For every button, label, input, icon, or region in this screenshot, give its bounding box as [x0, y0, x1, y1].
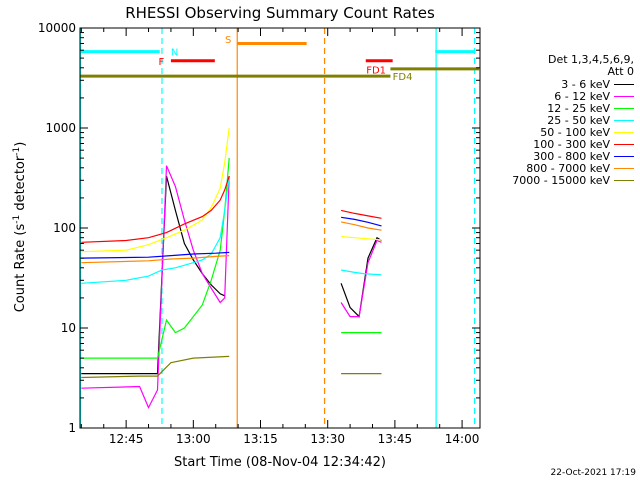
series-line: [81, 127, 230, 253]
legend-label: 800 - 7000 keV: [526, 161, 610, 175]
legend-swatch: [614, 107, 634, 109]
legend-item: 6 - 12 keV: [478, 89, 638, 103]
series-line: [341, 216, 382, 227]
legend-swatch: [614, 143, 634, 145]
series-line: [340, 209, 382, 219]
legend-item: 300 - 800 keV: [478, 149, 638, 163]
legend-swatch: [614, 155, 634, 157]
legend-swatch: [614, 119, 634, 121]
flag-label: FD1: [366, 65, 386, 76]
y-tick-label: 10000: [38, 21, 76, 35]
y-tick-label: 1000: [45, 121, 76, 135]
series-line: [81, 255, 230, 264]
legend-swatch: [614, 95, 634, 97]
flag-label: F: [158, 57, 164, 68]
x-tick-label: 13:45: [378, 432, 413, 446]
y-axis-label: Count Rate (s-1 detector-1): [12, 142, 28, 313]
series-line: [81, 175, 225, 375]
y-tick-label: 10: [61, 321, 76, 335]
legend-item: 25 - 50 keV: [478, 113, 638, 127]
legend-label: 12 - 25 keV: [547, 101, 610, 115]
x-tick-label: 14:00: [445, 432, 480, 446]
series-line: [81, 165, 230, 410]
legend-item: 12 - 25 keV: [478, 101, 638, 115]
legend-swatch: [614, 179, 634, 181]
flag-label: N: [171, 48, 178, 59]
series-line: [341, 236, 382, 241]
legend-swatch: [614, 167, 634, 169]
series-line: [81, 175, 230, 243]
legend-label: 25 - 50 keV: [547, 113, 610, 127]
plot-frame: [79, 27, 481, 429]
series-line: [81, 355, 230, 379]
legend-item: 50 - 100 keV: [478, 125, 638, 139]
plot-area: NF S FD1 FD4 12:45 13:00 13:15 13:30 13:45 14:00 1…: [38, 21, 481, 446]
legend-item: 7000 - 15000 keV: [478, 173, 638, 187]
flag-label: S: [225, 35, 231, 46]
x-tick-label: 13:15: [243, 432, 278, 446]
legend-swatch: [614, 83, 634, 85]
legend-label: 6 - 12 keV: [554, 89, 610, 103]
x-tick-label: 13:30: [310, 432, 345, 446]
legend-item: 3 - 6 keV: [478, 77, 638, 91]
series-line: [340, 269, 382, 276]
footer-date: 22-Oct-2021 17:19: [550, 468, 636, 478]
series-line: [340, 221, 382, 231]
flag-label: FD4: [393, 72, 413, 83]
legend-label: 7000 - 15000 keV: [512, 173, 610, 187]
legend-item: 800 - 7000 keV: [478, 161, 638, 175]
legend-label: 100 - 300 keV: [533, 137, 610, 151]
x-tick-label: 12:45: [109, 432, 144, 446]
legend-item: 100 - 300 keV: [478, 137, 638, 151]
y-tick-label: 100: [53, 221, 76, 235]
x-axis-label: Start Time (08-Nov-04 12:34:42): [174, 455, 386, 470]
legend-header-detectors: Det 1,3,4,5,6,9,: [547, 53, 634, 66]
legend-header-attenuator: Att 0: [607, 65, 634, 78]
legend: Det 1,3,4,5,6,9, Att 0 3 - 6 keV 6 - 12 …: [478, 53, 638, 187]
series-line: [81, 158, 230, 359]
y-tick-label: 1: [68, 421, 76, 435]
series-line: [81, 251, 230, 259]
chart-title: RHESSI Observing Summary Count Rates: [125, 4, 435, 22]
series-line: [81, 177, 230, 284]
legend-label: 300 - 800 keV: [533, 149, 610, 163]
legend-label: 50 - 100 keV: [540, 125, 610, 139]
legend-swatch: [614, 131, 634, 133]
legend-label: 3 - 6 keV: [561, 77, 610, 91]
x-tick-label: 13:00: [176, 432, 211, 446]
series-line: [340, 239, 382, 318]
